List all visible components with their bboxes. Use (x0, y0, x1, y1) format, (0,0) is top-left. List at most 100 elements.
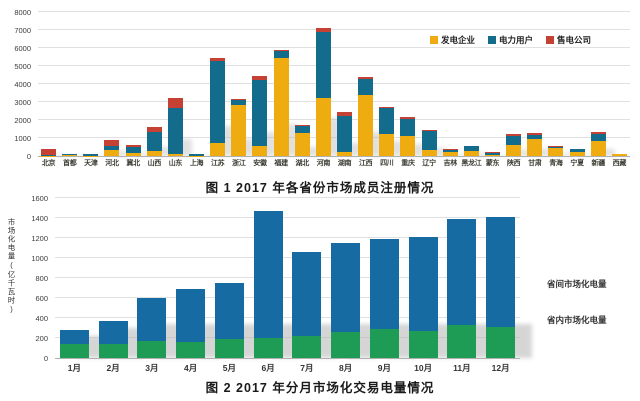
stacked-bar (358, 76, 374, 156)
bar-segment (486, 327, 516, 358)
stacked-bar (167, 98, 183, 156)
stacked-bar (292, 252, 322, 358)
x-tick-label: 甘肃 (528, 160, 542, 167)
bar-segment (358, 94, 374, 156)
bar-segment (176, 341, 206, 358)
bar-slot (133, 198, 184, 358)
gridline (55, 297, 520, 298)
stacked-bar (379, 106, 395, 156)
gridline (38, 11, 630, 12)
gridline (38, 119, 630, 120)
bar-slot (249, 12, 277, 156)
gridline (38, 101, 630, 102)
y-tick-label: 0 (43, 354, 48, 363)
bar-segment (379, 108, 395, 134)
x-tick-label: 10月 (414, 363, 433, 373)
stacked-bar (421, 130, 437, 156)
stacked-bar (252, 75, 268, 156)
x-tick-label: 湖北 (295, 160, 310, 167)
bar-segment (379, 133, 395, 156)
bar-segment (292, 335, 322, 358)
x-tick-label: 山东 (168, 160, 183, 167)
y-tick-label: 6000 (14, 44, 31, 53)
bar-shadow (578, 153, 594, 156)
stacked-bar (98, 321, 128, 358)
bar-segment (569, 149, 585, 153)
legend-item: 电力用户 (488, 34, 533, 46)
bar-segment (104, 139, 120, 146)
stacked-bar (442, 149, 458, 156)
x-tick-label: 新疆 (591, 160, 606, 167)
bar-segment (59, 330, 89, 344)
x-tick-label: 浙江 (232, 160, 246, 167)
bar-segment (315, 98, 331, 156)
x-tick-label: 黑龙江 (461, 160, 482, 167)
y-tick-label: 1000 (31, 254, 48, 263)
bar-segment (569, 152, 585, 156)
bar-slot (440, 12, 467, 156)
bar-segment (294, 132, 310, 156)
y-tick-label: 3000 (14, 98, 31, 107)
bar-slot (228, 12, 256, 156)
bar-slot (355, 12, 383, 156)
gridline (55, 217, 520, 218)
bar-segment (369, 239, 399, 329)
bar-slot (101, 12, 129, 156)
bar-slot (503, 12, 531, 156)
x-tick-label: 河北 (105, 160, 119, 167)
figure1-x-axis: 北京 首都 天津 河北 冀北 山西 山东 上海 江苏 浙江 安徽 福建 湖北 河南 湖南 江西 四川 重庆 辽宁 吉林… (38, 158, 630, 168)
bar-segment (337, 151, 353, 156)
bar-segment (125, 152, 141, 156)
bar-segment (548, 146, 564, 148)
bar-segment (253, 338, 283, 358)
legend-label: 电力用户 (499, 35, 534, 45)
bar-shadow (599, 148, 615, 156)
x-tick-label: 湖南 (337, 160, 352, 167)
bar-slot (419, 12, 446, 156)
bar-slot (171, 198, 223, 358)
bar-segment (379, 106, 395, 109)
bar-segment (337, 111, 353, 116)
stacked-bar (137, 298, 167, 358)
stacked-bar (331, 243, 361, 358)
bar-shadow (155, 147, 171, 156)
stacked-bar (214, 283, 244, 358)
bar-segment (369, 329, 399, 358)
x-tick-label: 6月 (261, 363, 275, 373)
y-tick-label: 1400 (31, 214, 48, 223)
bar-segment (486, 217, 516, 327)
bar-segment (611, 154, 627, 156)
bar-slot (288, 198, 339, 358)
bar-segment (273, 49, 289, 51)
bar-slot (397, 12, 425, 156)
y-tick-label: 2000 (14, 116, 31, 125)
gridline (55, 257, 520, 258)
bar-segment (214, 283, 244, 339)
bar-segment (210, 60, 226, 144)
figure2-plot-area (55, 197, 533, 359)
bar-segment (421, 130, 437, 131)
legend-item: 售电公司 (546, 34, 591, 46)
figure2-y-axis: 0 200 400 600 800 1000 1200 1400 1600 (14, 194, 51, 363)
bar-segment (83, 153, 99, 156)
figure1-legend: 发电企业 电力用户 售电公司 (430, 34, 591, 46)
bar-segment (527, 139, 543, 156)
bar-segment (506, 134, 522, 137)
bar-shadow (536, 148, 552, 156)
stacked-bar (125, 144, 141, 156)
figure2-title: 图 2 2017 年分月市场化交易电量情况 (205, 381, 435, 395)
bar-slot (210, 198, 261, 358)
bar-slot (271, 12, 298, 156)
stacked-bar (527, 132, 543, 156)
x-tick-label: 蒙东 (485, 160, 500, 167)
stacked-bar (231, 99, 247, 156)
y-tick-label: 0 (26, 152, 31, 161)
bar-segment (590, 131, 606, 135)
stacked-bar (210, 57, 226, 156)
y-tick-label: 1000 (14, 134, 31, 143)
stacked-bar (59, 330, 89, 358)
bar-segment (253, 211, 283, 338)
stacked-bar (548, 146, 564, 156)
bar-slot (461, 12, 488, 156)
gridline (38, 137, 630, 138)
